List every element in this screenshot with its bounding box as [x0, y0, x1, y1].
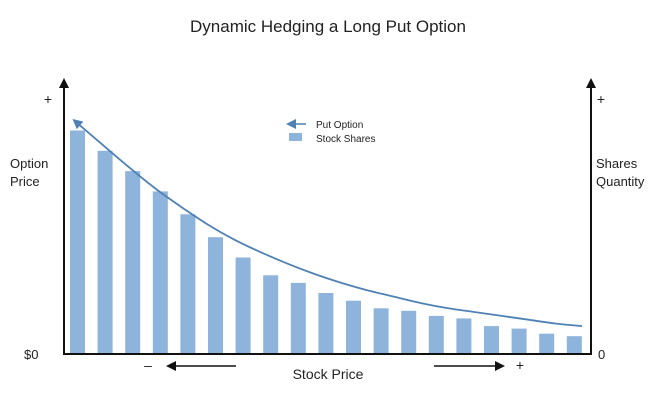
y-right-label-line1: Shares — [596, 156, 638, 171]
x-minus-label: – — [144, 357, 152, 373]
y-left-label-line1: Option — [10, 156, 48, 171]
legend-line-label: Put Option — [316, 120, 363, 131]
bar-8 — [263, 275, 279, 354]
bar-6 — [208, 237, 223, 354]
bar-14 — [428, 315, 444, 354]
bar-9 — [290, 282, 306, 354]
bar-5 — [180, 214, 196, 354]
put-option-curve — [72, 119, 583, 327]
y-right-top-label: + — [597, 91, 605, 107]
chart-title: Dynamic Hedging a Long Put Option — [190, 17, 466, 36]
y-right-label-line2: Quantity — [596, 174, 645, 189]
bar-4 — [152, 191, 168, 354]
bar-2 — [97, 150, 113, 354]
bar-12 — [373, 308, 389, 354]
y-left-bottom-label: $0 — [24, 347, 38, 362]
legend-bar-swatch — [289, 133, 302, 141]
bar-15 — [456, 318, 472, 354]
bar-7 — [235, 257, 251, 354]
bars-group — [70, 130, 582, 354]
legend-bar-label: Stock Shares — [316, 134, 375, 145]
bar-10 — [318, 293, 334, 354]
x-plus-label: + — [516, 357, 524, 373]
bar-3 — [125, 171, 141, 354]
y-left-label-line2: Price — [10, 174, 40, 189]
bar-19 — [566, 336, 582, 354]
bar-16 — [484, 326, 499, 354]
bar-1 — [70, 130, 85, 354]
y-right-bottom-label: 0 — [598, 347, 605, 362]
x-axis-label: Stock Price — [293, 366, 364, 382]
bar-18 — [539, 333, 555, 354]
legend: Put Option Stock Shares — [286, 119, 375, 145]
bar-13 — [401, 310, 417, 354]
bar-11 — [346, 300, 361, 354]
y-left-top-label: + — [44, 91, 52, 107]
bar-17 — [511, 328, 527, 354]
